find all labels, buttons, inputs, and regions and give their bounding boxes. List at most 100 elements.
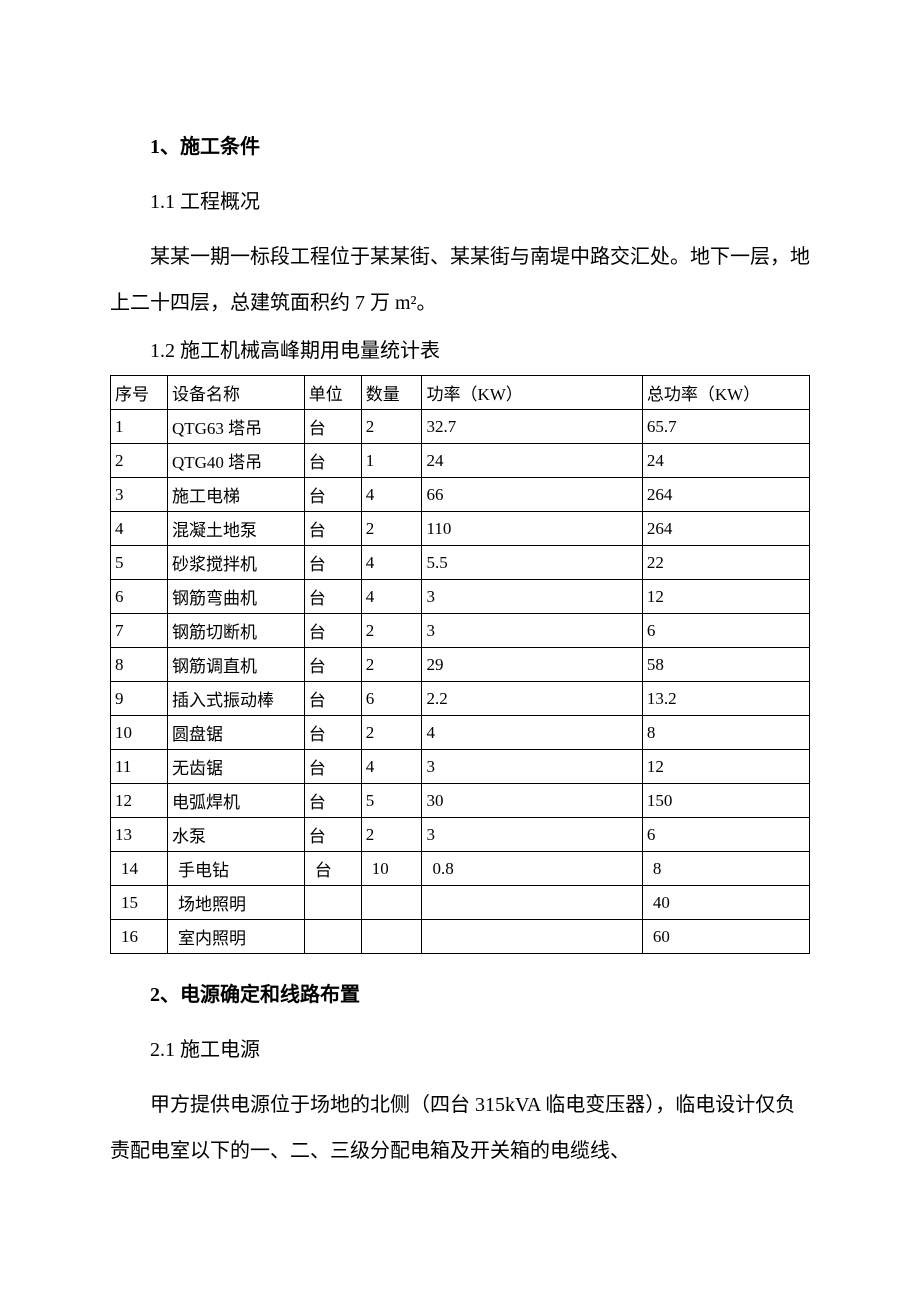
table-row: 3施工电梯台466264 (111, 478, 810, 512)
table-row: 1QTG63 塔吊台232.765.7 (111, 410, 810, 444)
section-1-heading: 1、施工条件 (110, 130, 810, 159)
table-cell: 室内照明 (167, 920, 304, 954)
table-row: 12电弧焊机台530150 (111, 784, 810, 818)
table-row: 10圆盘锯台248 (111, 716, 810, 750)
table-cell: QTG40 塔吊 (167, 444, 304, 478)
col-header-power: 功率（KW） (422, 376, 642, 410)
table-row: 15场地照明 40 (111, 886, 810, 920)
table-cell: 11 (111, 750, 168, 784)
table-header-row: 序号 设备名称 单位 数量 功率（KW） 总功率（KW） (111, 376, 810, 410)
table-cell: 6 (642, 614, 809, 648)
equipment-table: 序号 设备名称 单位 数量 功率（KW） 总功率（KW） 1QTG63 塔吊台2… (110, 375, 810, 954)
table-cell: 4 (111, 512, 168, 546)
table-cell: 8 (642, 716, 809, 750)
table-cell (304, 920, 361, 954)
table-cell: 6 (361, 682, 422, 716)
table-cell: 台 (304, 478, 361, 512)
table-cell: 3 (422, 614, 642, 648)
table-cell: 12 (642, 750, 809, 784)
section-2-1-paragraph: 甲方提供电源位于场地的北侧（四台 315kVA 临电变压器），临电设计仅负责配电… (110, 1082, 810, 1174)
table-row: 11无齿锯台4312 (111, 750, 810, 784)
table-cell: 台 (304, 444, 361, 478)
table-cell: 15 (111, 886, 168, 920)
table-cell: 5 (361, 784, 422, 818)
table-cell (361, 886, 422, 920)
table-cell: 2 (361, 648, 422, 682)
table-cell: 3 (111, 478, 168, 512)
table-cell: 264 (642, 478, 809, 512)
table-cell: 2.2 (422, 682, 642, 716)
table-cell: 40 (642, 886, 809, 920)
table-row: 4混凝土地泵台2110264 (111, 512, 810, 546)
table-cell: QTG63 塔吊 (167, 410, 304, 444)
table-cell: 110 (422, 512, 642, 546)
table-cell: 1 (111, 410, 168, 444)
table-cell (422, 886, 642, 920)
table-cell: 5 (111, 546, 168, 580)
col-header-name: 设备名称 (167, 376, 304, 410)
table-cell: 2 (361, 716, 422, 750)
table-cell: 0.8 (422, 852, 642, 886)
table-row: 14手电钻台100.88 (111, 852, 810, 886)
table-cell: 2 (361, 614, 422, 648)
table-cell: 10 (111, 716, 168, 750)
table-row: 16室内照明60 (111, 920, 810, 954)
col-header-seq: 序号 (111, 376, 168, 410)
table-cell: 台 (304, 614, 361, 648)
table-row: 2QTG40 塔吊台12424 (111, 444, 810, 478)
table-cell: 场地照明 (167, 886, 304, 920)
table-cell: 65.7 (642, 410, 809, 444)
table-cell: 台 (304, 546, 361, 580)
table-cell: 砂浆搅拌机 (167, 546, 304, 580)
table-cell: 无齿锯 (167, 750, 304, 784)
table-cell: 4 (361, 750, 422, 784)
table-cell: 台 (304, 750, 361, 784)
table-cell: 29 (422, 648, 642, 682)
table-cell: 水泵 (167, 818, 304, 852)
table-cell: 2 (361, 410, 422, 444)
table-cell: 台 (304, 410, 361, 444)
table-cell: 24 (642, 444, 809, 478)
table-cell: 5.5 (422, 546, 642, 580)
table-cell (361, 920, 422, 954)
table-cell: 2 (361, 512, 422, 546)
section-2-1-heading: 2.1 施工电源 (110, 1033, 810, 1062)
table-cell: 264 (642, 512, 809, 546)
section-1-1-paragraph: 某某一期一标段工程位于某某街、某某街与南堤中路交汇处。地下一层，地上二十四层，总… (110, 234, 810, 326)
table-cell: 电弧焊机 (167, 784, 304, 818)
table-cell: 4 (361, 546, 422, 580)
table-cell: 3 (422, 750, 642, 784)
table-row: 7钢筋切断机台236 (111, 614, 810, 648)
table-cell: 13 (111, 818, 168, 852)
table-cell: 8 (111, 648, 168, 682)
table-row: 13水泵台236 (111, 818, 810, 852)
table-cell: 8 (642, 852, 809, 886)
table-cell: 14 (111, 852, 168, 886)
col-header-total: 总功率（KW） (642, 376, 809, 410)
table-cell: 6 (111, 580, 168, 614)
section-1-1-heading: 1.1 工程概况 (110, 185, 810, 214)
table-cell: 手电钻 (167, 852, 304, 886)
table-cell: 插入式振动棒 (167, 682, 304, 716)
table-cell: 施工电梯 (167, 478, 304, 512)
table-cell: 9 (111, 682, 168, 716)
table-cell: 3 (422, 580, 642, 614)
table-cell: 4 (361, 478, 422, 512)
table-cell: 台 (304, 512, 361, 546)
table-cell: 台 (304, 852, 361, 886)
table-cell: 台 (304, 818, 361, 852)
table-cell: 2 (361, 818, 422, 852)
table-row: 6钢筋弯曲机台4312 (111, 580, 810, 614)
table-cell: 钢筋弯曲机 (167, 580, 304, 614)
table-cell (304, 886, 361, 920)
section-1-2-heading: 1.2 施工机械高峰期用电量统计表 (110, 334, 810, 363)
table-cell: 60 (642, 920, 809, 954)
table-cell: 台 (304, 580, 361, 614)
table-cell: 2 (111, 444, 168, 478)
table-cell (422, 920, 642, 954)
table-cell: 4 (361, 580, 422, 614)
table-cell: 4 (422, 716, 642, 750)
table-cell: 22 (642, 546, 809, 580)
table-cell: 13.2 (642, 682, 809, 716)
table-cell: 66 (422, 478, 642, 512)
